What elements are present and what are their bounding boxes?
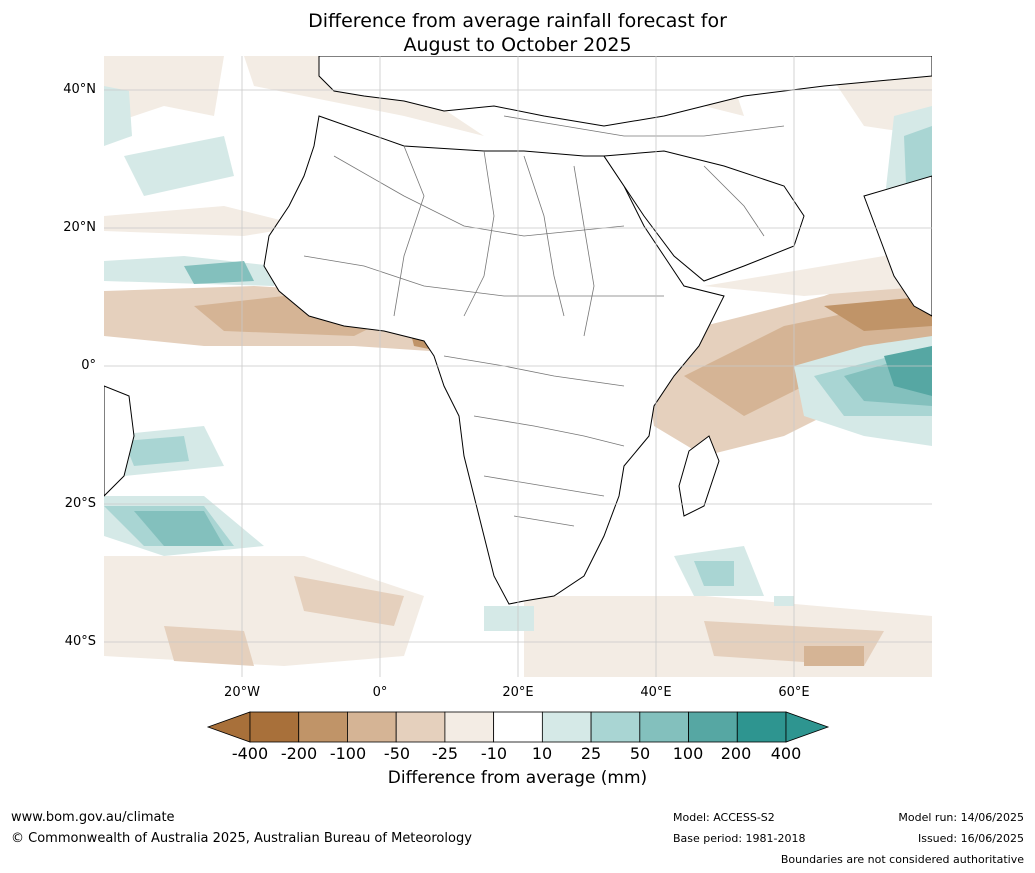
legend-tick-label: -400	[231, 744, 269, 763]
legend-tick-label: 200	[720, 744, 752, 763]
rainfall-map	[104, 56, 932, 677]
legend-tick-label: 25	[580, 744, 602, 763]
legend-tick-label: 50	[629, 744, 651, 763]
footer-disclaimer: Boundaries are not considered authoritat…	[780, 853, 1024, 866]
lon-label-0: 0°	[372, 685, 388, 700]
legend-swatch	[639, 711, 689, 743]
lon-label-60e: 60°E	[778, 685, 810, 700]
legend-swatch	[249, 711, 300, 743]
shade-north-atlantic	[104, 56, 224, 126]
footer-website: www.bom.gov.au/climate	[11, 810, 175, 825]
lat-label-40n: 40°N	[63, 82, 96, 97]
legend-swatch	[395, 711, 446, 743]
footer-model: Model: ACCESS-S2	[673, 811, 775, 824]
legend-title: Difference from average (mm)	[387, 768, 648, 788]
lat-label-20n: 20°N	[63, 220, 96, 235]
graticule	[104, 56, 932, 677]
legend-swatch	[298, 711, 348, 743]
lon-label-20e: 20°E	[502, 685, 534, 700]
legend-swatch	[688, 711, 738, 743]
footer-model-run: Model run: 14/06/2025	[898, 811, 1024, 824]
madagascar	[678, 435, 720, 517]
land	[104, 56, 932, 605]
footer-copyright: © Commonwealth of Australia 2025, Austra…	[11, 831, 472, 846]
legend-arrow-max	[785, 711, 830, 743]
legend-tick-label: -50	[383, 744, 411, 763]
legend-swatch	[590, 711, 641, 743]
legend-tick-label: -25	[431, 744, 459, 763]
legend-colorbar	[206, 711, 830, 743]
legend-tick-label: 10	[531, 744, 553, 763]
map-title-line1: Difference from average rainfall forecas…	[308, 10, 727, 32]
legend-swatch	[736, 711, 787, 743]
lat-label-40s: 40°S	[64, 634, 96, 649]
footer-issued: Issued: 16/06/2025	[917, 832, 1024, 845]
legend-swatch	[493, 711, 543, 743]
legend-arrow-min	[206, 711, 251, 743]
legend-tick-label: 400	[770, 744, 802, 763]
lon-label-40e: 40°E	[640, 685, 672, 700]
legend-swatch	[444, 711, 495, 743]
anomaly-shading	[104, 56, 932, 677]
lon-label-20w: 20°W	[224, 685, 260, 700]
europe-coast	[318, 56, 932, 127]
footer-base-period: Base period: 1981-2018	[673, 832, 806, 845]
lat-label-20s: 20°S	[64, 496, 96, 511]
legend-swatch	[347, 711, 397, 743]
rainfall-map-canvas	[104, 56, 932, 677]
africa-coast	[263, 115, 725, 605]
country-borders	[303, 115, 785, 527]
lat-label-equator: 0°	[81, 358, 96, 373]
india-coast	[863, 175, 932, 317]
legend-swatch	[541, 711, 592, 743]
legend-tick-label: 100	[672, 744, 704, 763]
south-america-edge	[104, 385, 135, 497]
map-title-line2: August to October 2025	[403, 34, 632, 56]
legend-tick-label: -200	[280, 744, 318, 763]
legend-tick-label: -100	[329, 744, 367, 763]
arabian-peninsula	[603, 150, 805, 282]
shade-atlantic-teal	[124, 136, 234, 196]
legend-tick-label: -10	[480, 744, 508, 763]
